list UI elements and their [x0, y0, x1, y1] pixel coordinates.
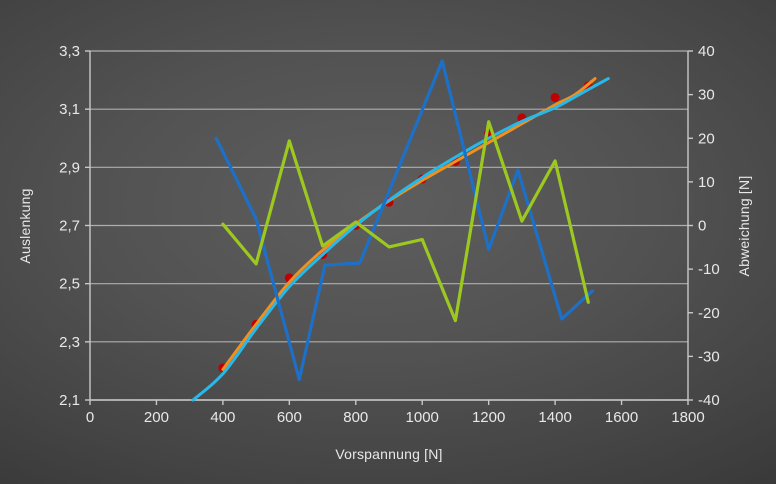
x-tick-label: 1600 [605, 409, 638, 426]
x-tick-label: 800 [343, 409, 368, 426]
axes-group [85, 50, 693, 405]
left-tick-label: 2,1 [59, 392, 80, 409]
left-tick-label: 2,5 [59, 276, 80, 293]
x-tick-label: 0 [86, 409, 94, 426]
x-axis-title: Vorspannung [N] [335, 446, 442, 462]
right-tick-label: 10 [698, 174, 715, 191]
x-tick-label: 200 [144, 409, 169, 426]
left-tick-label: 2,3 [59, 334, 80, 351]
left-axis-title: Auslenkung [17, 188, 33, 263]
right-tick-label: -30 [698, 348, 720, 365]
x-tick-label: 1200 [472, 409, 505, 426]
series-fit-kurve-orange [221, 77, 597, 371]
left-tick-label: 2,9 [59, 159, 80, 176]
x-tick-label: 1400 [538, 409, 571, 426]
right-tick-label: 40 [698, 43, 715, 60]
right-tick-label: 30 [698, 87, 715, 104]
x-tick-label: 400 [210, 409, 235, 426]
right-tick-label: 20 [698, 130, 715, 147]
tick-labels-group: 0 200 400 600 800 1000 1200 1400 1600 18002,12,32… [59, 43, 720, 426]
left-tick-label: 2,7 [59, 218, 80, 235]
right-tick-label: -40 [698, 392, 720, 409]
gridlines-group [90, 50, 688, 401]
data-point [550, 93, 560, 102]
series-abweichung-gruen [221, 120, 590, 323]
series-messpunkte [218, 81, 593, 373]
left-tick-label: 3,1 [59, 101, 80, 118]
series-fit-kurve-cyan [191, 77, 610, 402]
right-axis-title: Abweichung [N] [736, 176, 752, 277]
left-tick-label: 3,3 [59, 43, 80, 60]
x-tick-label: 600 [277, 409, 302, 426]
right-tick-label: -10 [698, 261, 720, 278]
x-tick-label: 1000 [406, 409, 439, 426]
x-tick-label: 1800 [671, 409, 704, 426]
right-tick-label: 0 [698, 218, 706, 235]
right-tick-label: -20 [698, 305, 720, 322]
series-group [191, 59, 610, 402]
series-abweichung-blau [214, 59, 594, 382]
